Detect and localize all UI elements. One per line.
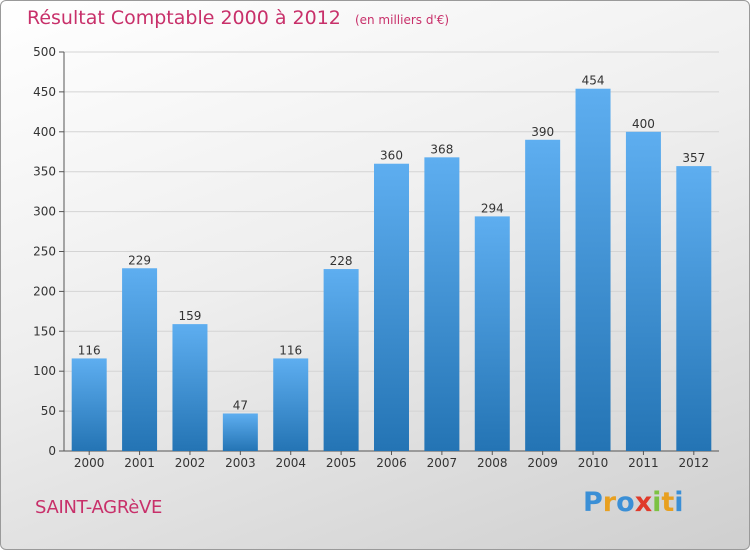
y-tick-label: 100	[33, 364, 56, 378]
x-tick-label: 2012	[679, 456, 710, 470]
y-tick-label: 450	[33, 85, 56, 99]
data-label: 360	[380, 149, 403, 163]
data-label: 228	[330, 254, 353, 268]
x-tick-label: 2003	[225, 456, 256, 470]
bar-2011	[625, 131, 661, 452]
logo-letter: i	[652, 487, 662, 518]
x-tick-label: 2002	[175, 456, 206, 470]
y-tick-label: 200	[33, 284, 56, 298]
bar-2007	[424, 157, 460, 451]
data-label: 390	[531, 125, 554, 139]
x-tick-label: 2006	[376, 456, 407, 470]
x-tick-label: 2009	[527, 456, 558, 470]
bar-2003	[222, 413, 258, 451]
logo-letter: i	[674, 487, 684, 518]
x-tick-label: 2001	[124, 456, 155, 470]
x-tick-label: 2007	[427, 456, 458, 470]
x-tick-label: 2010	[578, 456, 609, 470]
bar-2000	[71, 358, 107, 451]
data-label: 294	[481, 201, 504, 215]
title-text: Résultat Comptable 2000 à 2012	[27, 7, 341, 29]
y-tick-label: 300	[33, 205, 56, 219]
logo-letter: P	[583, 487, 603, 518]
y-tick-label: 0	[48, 444, 56, 458]
x-tick-label: 2008	[477, 456, 508, 470]
x-tick-label: 2004	[275, 456, 306, 470]
data-label: 229	[128, 253, 151, 267]
y-tick-label: 150	[33, 324, 56, 338]
place-name: SAINT-AGRèVE	[35, 497, 163, 518]
y-tick-label: 250	[33, 245, 56, 259]
bar-2010	[575, 88, 611, 451]
y-tick-label: 400	[33, 125, 56, 139]
bar-2008	[474, 216, 510, 451]
bar-2002	[172, 324, 208, 451]
y-tick-label: 50	[41, 404, 56, 418]
title-unit: (en milliers d'€)	[354, 13, 450, 27]
data-label: 368	[430, 142, 453, 156]
bar-2012	[676, 166, 712, 451]
y-tick-label: 350	[33, 165, 56, 179]
x-tick-label: 2011	[628, 456, 659, 470]
bar-2006	[374, 163, 409, 451]
data-label: 454	[582, 74, 605, 88]
bar-2001	[122, 268, 158, 451]
logo-letter: x	[634, 487, 653, 518]
logo-letter: o	[616, 487, 635, 518]
logo-letter: r	[602, 487, 617, 518]
proxiti-logo: Proxiti	[583, 487, 684, 518]
x-tick-label: 2000	[74, 456, 105, 470]
data-label: 159	[179, 309, 202, 323]
data-label: 116	[78, 343, 101, 357]
data-label: 400	[632, 117, 655, 131]
bar-2005	[323, 269, 359, 451]
bar-2004	[273, 358, 309, 451]
data-label: 47	[233, 398, 248, 412]
y-tick-label: 500	[33, 45, 56, 59]
chart-title: Résultat Comptable 2000 à 2012 (en milli…	[27, 7, 449, 29]
logo-letter: t	[661, 487, 675, 518]
data-label: 357	[682, 151, 705, 165]
bar-2009	[525, 139, 561, 451]
x-tick-label: 2005	[326, 456, 357, 470]
data-label: 116	[279, 343, 302, 357]
